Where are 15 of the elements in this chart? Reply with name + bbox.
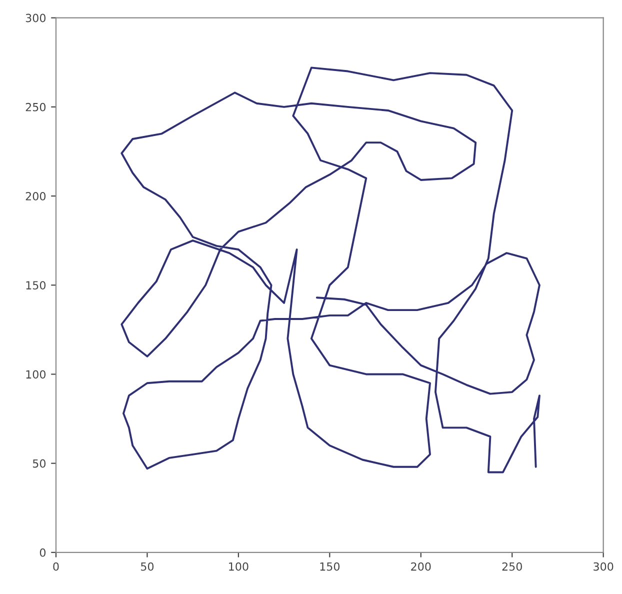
x-tick-label: 50 [140, 562, 154, 571]
x-tick-label: 300 [594, 562, 614, 571]
x-tick-label: 200 [411, 562, 431, 571]
y-tick-label: 150 [26, 281, 46, 290]
y-tick-label: 0 [40, 548, 46, 557]
x-tick-label: 150 [320, 562, 340, 571]
y-tick-label: 200 [26, 192, 46, 200]
line-series [120, 66, 540, 474]
x-tick-label: 100 [229, 562, 248, 571]
x-tick-label: 250 [502, 562, 522, 571]
y-tick-label: 250 [26, 102, 46, 112]
y-tick-label: 300 [26, 14, 46, 22]
y-tick-label: 100 [26, 370, 46, 379]
x-tick-label: 0 [53, 562, 59, 571]
y-tick-label: 50 [32, 459, 46, 468]
